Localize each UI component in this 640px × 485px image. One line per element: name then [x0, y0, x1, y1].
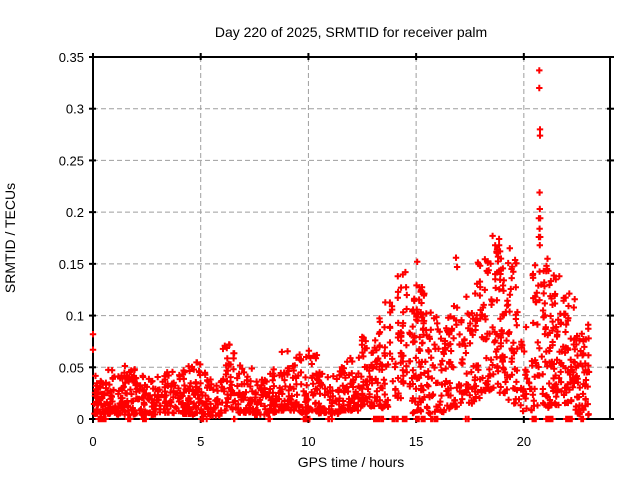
x-tick-label: 15	[409, 434, 423, 449]
y-tick-label: 0.25	[59, 153, 84, 168]
y-tick-label: 0.1	[66, 309, 84, 324]
y-tick-label: 0.2	[66, 205, 84, 220]
y-tick-label: 0.3	[66, 102, 84, 117]
y-tick-label: 0.35	[59, 50, 84, 65]
y-tick-label: 0	[77, 412, 84, 427]
grid-lines	[93, 57, 610, 419]
plot-border	[92, 56, 611, 420]
y-tick-label: 0.15	[59, 257, 84, 272]
y-tick-label: 0.05	[59, 360, 84, 375]
x-tick-labels: 0 5 10 15 20	[89, 434, 531, 449]
x-tick-label: 10	[301, 434, 315, 449]
chart-title: Day 220 of 2025, SRMTID for receiver pal…	[215, 24, 487, 40]
y-tick-labels: 0 0.05 0.1 0.15 0.2 0.25 0.3 0.35	[59, 50, 84, 427]
x-tick-label: 20	[517, 434, 531, 449]
y-axis-label: SRMTID / TECUs	[2, 183, 18, 293]
data-points	[89, 67, 593, 423]
x-tick-label: 0	[89, 434, 96, 449]
x-axis-label: GPS time / hours	[298, 454, 405, 470]
x-tick-label: 5	[197, 434, 204, 449]
